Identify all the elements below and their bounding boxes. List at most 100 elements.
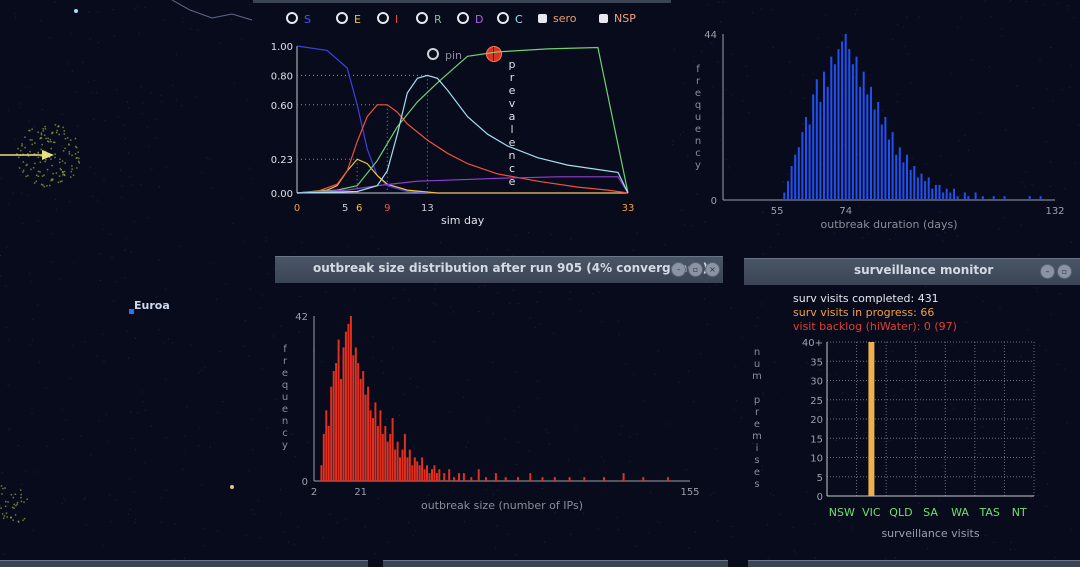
map-dot xyxy=(135,338,136,339)
map-dot xyxy=(161,101,162,102)
map-dot xyxy=(8,204,9,205)
category-label-sa: SA xyxy=(923,506,938,519)
histogram-bar xyxy=(426,465,428,481)
farm-dot xyxy=(17,502,19,504)
map-dot xyxy=(258,500,259,501)
minimize-button[interactable]: – xyxy=(1040,264,1055,279)
map-dot xyxy=(88,12,89,13)
histogram-bar xyxy=(382,434,384,481)
map-dot xyxy=(65,500,66,501)
map-dot xyxy=(1036,291,1037,292)
map-dot xyxy=(570,239,571,240)
category-label-nsw: NSW xyxy=(829,506,855,519)
map-dot xyxy=(855,14,856,15)
farm-dot xyxy=(79,162,81,164)
histogram-bar xyxy=(517,477,519,481)
outbreak-size-title-bar[interactable]: outbreak size distribution after run 905… xyxy=(275,256,723,283)
farm-dot xyxy=(41,134,43,136)
map-dot xyxy=(137,412,138,413)
farm-dot xyxy=(60,181,62,183)
x-tick-label: 55 xyxy=(771,206,784,217)
map-dot xyxy=(21,192,22,193)
map-dot xyxy=(732,536,733,537)
surveillance-title-bar[interactable]: surveillance monitor – ▫ × xyxy=(744,258,1080,285)
histogram-bar xyxy=(931,189,933,200)
map-dot xyxy=(70,378,71,379)
histogram-bar xyxy=(805,117,807,200)
close-button[interactable]: × xyxy=(705,262,720,277)
map-dot xyxy=(202,484,203,485)
histogram-bar xyxy=(355,347,357,481)
farm-dot xyxy=(44,161,46,163)
farm-dot xyxy=(31,139,33,141)
farm-dot xyxy=(42,175,44,177)
map-dot xyxy=(98,42,99,43)
map-dot xyxy=(8,110,9,111)
histogram-bar xyxy=(345,332,347,481)
map-dot xyxy=(52,233,53,234)
map-dot xyxy=(182,21,183,22)
map-dot xyxy=(83,499,84,500)
map-dot xyxy=(160,95,161,96)
minimize-button[interactable]: – xyxy=(671,262,686,277)
histogram-bar xyxy=(458,473,460,481)
farm-dot xyxy=(47,141,49,143)
farm-dot xyxy=(73,175,75,177)
farm-dot xyxy=(37,132,39,134)
map-dot xyxy=(166,437,167,438)
histogram-bar xyxy=(335,363,337,481)
histogram-bar xyxy=(888,140,890,200)
farm-dot xyxy=(2,488,4,490)
y-tick-label: 25 xyxy=(810,396,823,407)
x-tick-label: 0 xyxy=(294,203,300,214)
map-dot xyxy=(551,234,552,235)
map-dot xyxy=(132,184,133,185)
farm-dot xyxy=(3,518,5,520)
map-dot xyxy=(76,91,77,92)
histogram-bar xyxy=(397,442,399,481)
map-dot xyxy=(212,188,213,189)
histogram-bar xyxy=(394,450,396,481)
map-dot xyxy=(942,240,943,241)
map-dot xyxy=(140,184,141,185)
map-dot xyxy=(125,138,126,139)
map-dot xyxy=(593,293,594,294)
farm-dot xyxy=(11,494,13,496)
map-dot xyxy=(190,28,191,29)
histogram-bar xyxy=(463,473,465,481)
map-dot xyxy=(259,409,260,410)
farm-dot xyxy=(4,487,6,489)
map-dot xyxy=(165,289,166,290)
farm-dot xyxy=(43,130,45,132)
map-dot xyxy=(98,420,99,421)
farm-dot xyxy=(64,171,66,173)
map-dot xyxy=(156,296,157,297)
y-tick-label: 0 xyxy=(711,196,717,207)
farm-dot xyxy=(75,153,77,155)
pointer-arrow-icon xyxy=(42,150,54,160)
map-dot xyxy=(130,509,131,510)
town-label: Euroa xyxy=(134,299,170,312)
maximize-button[interactable]: ▫ xyxy=(1057,264,1072,279)
map-dot xyxy=(231,19,232,20)
map-dot xyxy=(268,273,269,274)
histogram-bar xyxy=(823,72,825,200)
y-tick-label: 35 xyxy=(810,357,823,368)
map-dot xyxy=(906,17,907,18)
farm-dot xyxy=(52,179,54,181)
map-dot xyxy=(34,126,35,127)
x-tick-label: 9 xyxy=(384,203,390,214)
maximize-button[interactable]: ▫ xyxy=(688,262,703,277)
map-dot xyxy=(128,108,129,109)
map-dot xyxy=(147,217,148,218)
map-dot xyxy=(294,252,295,253)
map-dot xyxy=(742,337,743,338)
y-tick-label: 0.80 xyxy=(271,71,293,82)
farm-dot xyxy=(19,167,21,169)
histogram-bar xyxy=(892,132,894,200)
farm-dot xyxy=(51,133,53,135)
map-dot xyxy=(15,139,16,140)
farm-dot xyxy=(42,128,44,130)
farm-dot xyxy=(7,501,9,503)
histogram-bar xyxy=(320,465,322,481)
